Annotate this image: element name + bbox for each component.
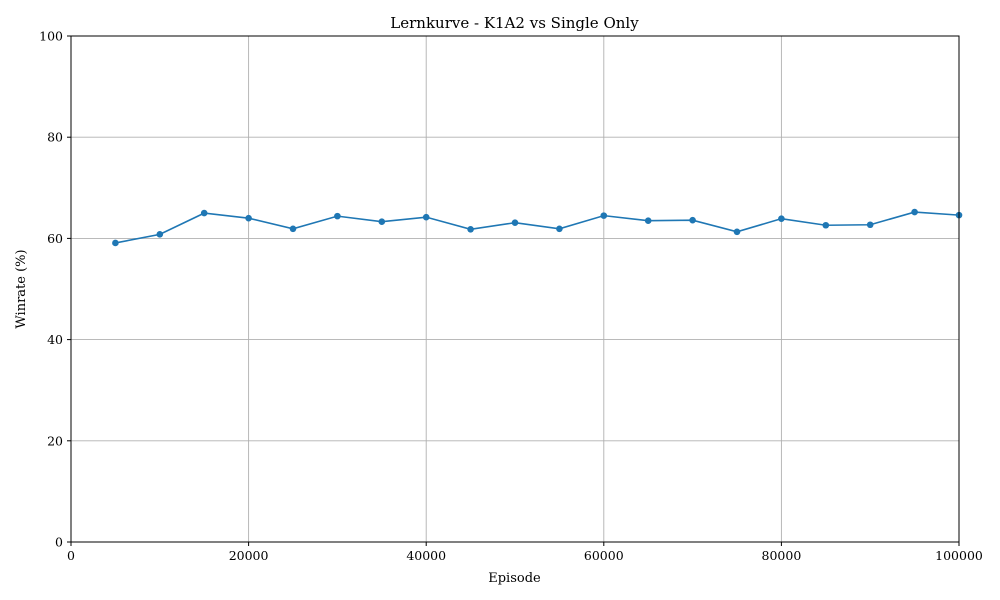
data-point [689, 216, 696, 224]
data-point [200, 209, 208, 217]
x-tick-label: 0 [67, 548, 75, 563]
axis-ticks: 0 20000 40000 60000 80000 100000 0 20 40 60 80 100 [39, 29, 983, 564]
grid [70, 35, 960, 543]
y-tick-label: 80 [47, 130, 63, 145]
data-point [822, 221, 830, 229]
data-point [378, 218, 386, 226]
x-tick-label: 20000 [229, 548, 269, 563]
series-layer [112, 208, 963, 247]
data-point [467, 225, 474, 233]
data-point [733, 228, 741, 236]
data-point [112, 239, 119, 247]
y-tick-label: 40 [47, 332, 63, 347]
series-line [115, 211, 960, 244]
data-point [245, 214, 252, 222]
y-tick-label: 0 [55, 535, 63, 550]
data-point [778, 215, 785, 222]
x-tick-label: 80000 [762, 548, 802, 563]
y-tick-label: 60 [47, 231, 63, 246]
data-point [334, 212, 341, 220]
x-tick-label: 60000 [584, 548, 624, 563]
y-tick-label: 20 [47, 433, 63, 448]
data-point [644, 217, 652, 224]
chart-title: Lernkurve - K1A2 vs Single Only [390, 14, 639, 32]
x-axis-label: Episode [488, 571, 541, 586]
y-tick-label: 100 [39, 29, 63, 44]
plot-frame [70, 35, 960, 543]
data-point [422, 213, 430, 221]
data-point [556, 225, 563, 233]
y-axis-label: Winrate (%) [14, 249, 29, 328]
data-point [911, 208, 918, 216]
data-point [866, 221, 874, 229]
x-tick-label: 100000 [935, 548, 983, 563]
data-point [289, 225, 297, 233]
x-tick-label: 40000 [406, 548, 446, 563]
data-point [511, 219, 519, 227]
data-point [600, 212, 608, 219]
data-point [156, 231, 164, 238]
